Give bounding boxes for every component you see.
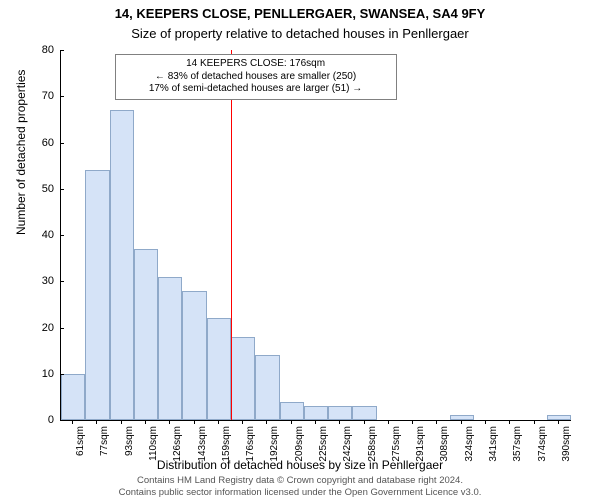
x-tick-label: 275sqm xyxy=(391,426,402,462)
chart-title-line2: Size of property relative to detached ho… xyxy=(0,26,600,41)
histogram-bar xyxy=(85,170,109,420)
x-tick-mark xyxy=(242,420,243,424)
x-tick-mark xyxy=(388,420,389,424)
histogram-bar xyxy=(255,355,279,420)
footer-line-2: Contains public sector information licen… xyxy=(0,487,600,498)
x-tick-mark xyxy=(121,420,122,424)
histogram-bar xyxy=(231,337,255,420)
callout-line: ← 83% of detached houses are smaller (25… xyxy=(122,71,390,84)
y-tick: 50 xyxy=(0,183,60,195)
x-tick-label: 308sqm xyxy=(439,426,450,462)
x-tick-label: 242sqm xyxy=(342,426,353,462)
x-tick-label: 390sqm xyxy=(561,426,572,462)
x-tick-mark xyxy=(485,420,486,424)
x-tick-label: 258sqm xyxy=(367,426,378,462)
x-tick-mark xyxy=(291,420,292,424)
y-tick: 40 xyxy=(0,229,60,241)
chart-container: 14, KEEPERS CLOSE, PENLLERGAER, SWANSEA,… xyxy=(0,0,600,500)
histogram-bar xyxy=(158,277,182,420)
x-tick-label: 176sqm xyxy=(245,426,256,462)
histogram-bar xyxy=(110,110,134,420)
x-tick-label: 357sqm xyxy=(512,426,523,462)
y-tick: 10 xyxy=(0,368,60,380)
callout-box: 14 KEEPERS CLOSE: 176sqm← 83% of detache… xyxy=(115,54,397,100)
x-tick-mark xyxy=(72,420,73,424)
x-tick-mark xyxy=(558,420,559,424)
x-tick-mark xyxy=(169,420,170,424)
x-tick-label: 209sqm xyxy=(294,426,305,462)
histogram-bar xyxy=(134,249,158,420)
x-tick-mark xyxy=(194,420,195,424)
y-tick: 20 xyxy=(0,322,60,334)
x-tick-mark xyxy=(266,420,267,424)
x-tick-mark xyxy=(461,420,462,424)
x-tick-label: 374sqm xyxy=(537,426,548,462)
x-tick-label: 61sqm xyxy=(75,426,86,456)
footer-line-1: Contains HM Land Registry data © Crown c… xyxy=(0,475,600,486)
y-tick: 0 xyxy=(0,414,60,426)
histogram-bar xyxy=(352,406,376,420)
plot-area: 14 KEEPERS CLOSE: 176sqm← 83% of detache… xyxy=(60,50,571,421)
x-tick-label: 341sqm xyxy=(488,426,499,462)
x-tick-label: 126sqm xyxy=(172,426,183,462)
x-tick-mark xyxy=(509,420,510,424)
x-tick-mark xyxy=(339,420,340,424)
x-tick-mark xyxy=(145,420,146,424)
y-tick: 70 xyxy=(0,90,60,102)
x-tick-label: 159sqm xyxy=(221,426,232,462)
x-tick-label: 93sqm xyxy=(124,426,135,456)
histogram-bar xyxy=(207,318,231,420)
x-tick-mark xyxy=(364,420,365,424)
x-tick-mark xyxy=(218,420,219,424)
histogram-bar xyxy=(61,374,85,420)
chart-title-line1: 14, KEEPERS CLOSE, PENLLERGAER, SWANSEA,… xyxy=(0,6,600,21)
x-tick-label: 324sqm xyxy=(464,426,475,462)
histogram-bar xyxy=(450,415,474,420)
histogram-bar xyxy=(304,406,328,420)
x-tick-label: 291sqm xyxy=(415,426,426,462)
y-tick: 60 xyxy=(0,137,60,149)
callout-line: 14 KEEPERS CLOSE: 176sqm xyxy=(122,58,390,71)
x-tick-mark xyxy=(534,420,535,424)
x-tick-label: 192sqm xyxy=(269,426,280,462)
histogram-bar xyxy=(547,415,571,420)
histogram-bar xyxy=(328,406,352,420)
x-tick-mark xyxy=(315,420,316,424)
x-tick-label: 143sqm xyxy=(197,426,208,462)
x-tick-label: 77sqm xyxy=(99,426,110,456)
callout-line: 17% of semi-detached houses are larger (… xyxy=(122,83,390,96)
x-tick-label: 110sqm xyxy=(148,426,159,461)
attribution-footer: Contains HM Land Registry data © Crown c… xyxy=(0,475,600,498)
histogram-bar xyxy=(280,402,304,421)
x-tick-mark xyxy=(436,420,437,424)
y-tick: 80 xyxy=(0,44,60,56)
y-tick: 30 xyxy=(0,275,60,287)
x-tick-label: 225sqm xyxy=(318,426,329,462)
histogram-bar xyxy=(182,291,206,421)
x-tick-mark xyxy=(96,420,97,424)
x-tick-mark xyxy=(412,420,413,424)
reference-line xyxy=(231,50,232,420)
